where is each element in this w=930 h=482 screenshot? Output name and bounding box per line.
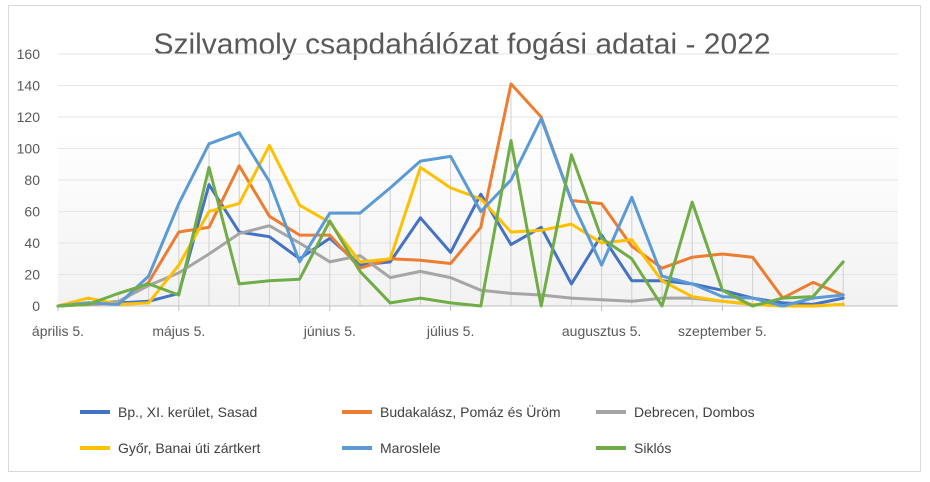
y-grid [58, 53, 898, 275]
legend: Bp., XI. kerület, Sasad Budakalász, Pomáz… [80, 403, 755, 456]
y-axis-tick-labels: 0 20 40 60 80 100 120 140 160 [17, 46, 41, 314]
legend-item: Budakalász, Pomáz és Üröm [342, 403, 561, 420]
y-tick-label: 160 [17, 46, 41, 62]
x-tick-label: július 5. [426, 323, 474, 339]
legend-label: Győr, Banai úti zártkert [118, 440, 261, 456]
x-axis-tick-labels: április 5. május 5. június 5. július 5. augu… [32, 323, 767, 339]
y-tick-label: 0 [32, 298, 40, 314]
y-tick-label: 60 [24, 204, 40, 220]
x-tick-label: szeptember 5. [678, 323, 767, 339]
y-tick-label: 120 [17, 109, 41, 125]
legend-item: Maroslele [342, 440, 441, 456]
legend-label: Budakalász, Pomáz és Üröm [380, 403, 561, 420]
series-line-6 [56, 139, 845, 308]
series-line-2 [56, 82, 845, 308]
legend-item: Bp., XI. kerület, Sasad [80, 404, 257, 420]
y-tick-label: 20 [24, 267, 40, 283]
series-line-5 [56, 117, 845, 308]
x-tick-label: május 5. [152, 323, 205, 339]
y-tick-label: 80 [24, 172, 40, 188]
legend-label: Maroslele [380, 440, 441, 456]
legend-label: Siklós [634, 440, 671, 456]
x-tick-label: április 5. [32, 323, 84, 339]
y-tick-label: 100 [17, 141, 41, 157]
legend-label: Bp., XI. kerület, Sasad [118, 404, 257, 420]
y-tick-label: 140 [17, 78, 41, 94]
legend-item: Siklós [596, 440, 671, 456]
legend-item: Debrecen, Dombos [596, 404, 755, 420]
legend-label: Debrecen, Dombos [634, 404, 755, 420]
x-tick-label: augusztus 5. [562, 323, 641, 339]
y-tick-label: 40 [24, 235, 40, 251]
x-tick-label: június 5. [303, 323, 356, 339]
legend-item: Győr, Banai úti zártkert [80, 440, 261, 456]
series-lines [56, 82, 845, 308]
chart-title: Szilvamoly csapdahálózat fogási adatai -… [153, 28, 770, 61]
